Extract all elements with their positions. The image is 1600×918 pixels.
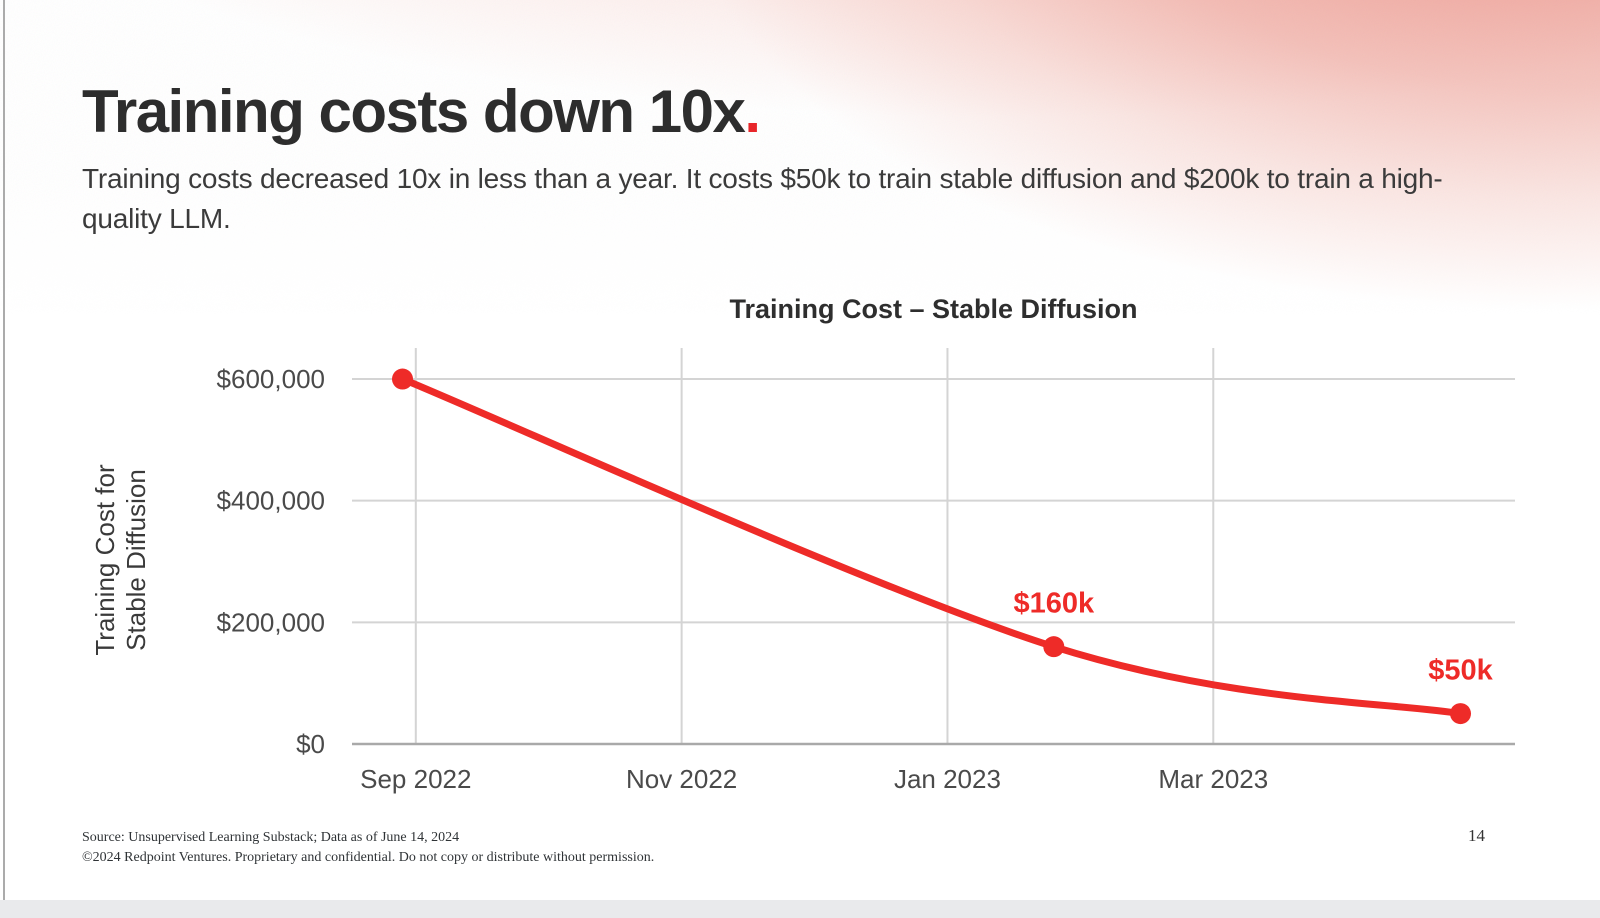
title-period: . bbox=[744, 78, 761, 145]
subtitle: Training costs decreased 10x in less tha… bbox=[82, 163, 1443, 234]
y-tick-label: $0 bbox=[296, 729, 325, 759]
slide-header: Training costs down 10x. Training costs … bbox=[82, 80, 1522, 239]
data-point bbox=[392, 368, 414, 390]
slide-footer: Source: Unsupervised Learning Substack; … bbox=[82, 828, 654, 868]
copyright-note: ©2024 Redpoint Ventures. Proprietary and… bbox=[82, 850, 655, 865]
left-edge-line bbox=[3, 0, 5, 900]
y-tick-label: $600,000 bbox=[217, 364, 325, 394]
data-point bbox=[1043, 636, 1065, 658]
y-tick-label: $400,000 bbox=[217, 486, 325, 516]
x-tick-label: Jan 2023 bbox=[894, 764, 1001, 794]
x-tick-label: Sep 2022 bbox=[360, 764, 471, 794]
x-tick-label: Nov 2022 bbox=[626, 764, 737, 794]
point-value-label: $160k bbox=[1013, 588, 1095, 620]
source-note: Source: Unsupervised Learning Substack; … bbox=[82, 830, 460, 845]
x-tick-label: Mar 2023 bbox=[1158, 764, 1268, 794]
bottom-strip bbox=[0, 900, 1600, 918]
point-value-label: $50k bbox=[1428, 655, 1493, 687]
page-title: Training costs down 10x. bbox=[82, 80, 1522, 143]
series-line bbox=[399, 375, 1464, 718]
page-title-text: Training costs down 10x bbox=[82, 78, 746, 145]
y-tick-label: $200,000 bbox=[217, 607, 325, 637]
chart-title: Training Cost – Stable Diffusion bbox=[729, 294, 1138, 324]
data-point bbox=[1450, 703, 1472, 725]
page-number: 14 bbox=[1468, 826, 1485, 845]
